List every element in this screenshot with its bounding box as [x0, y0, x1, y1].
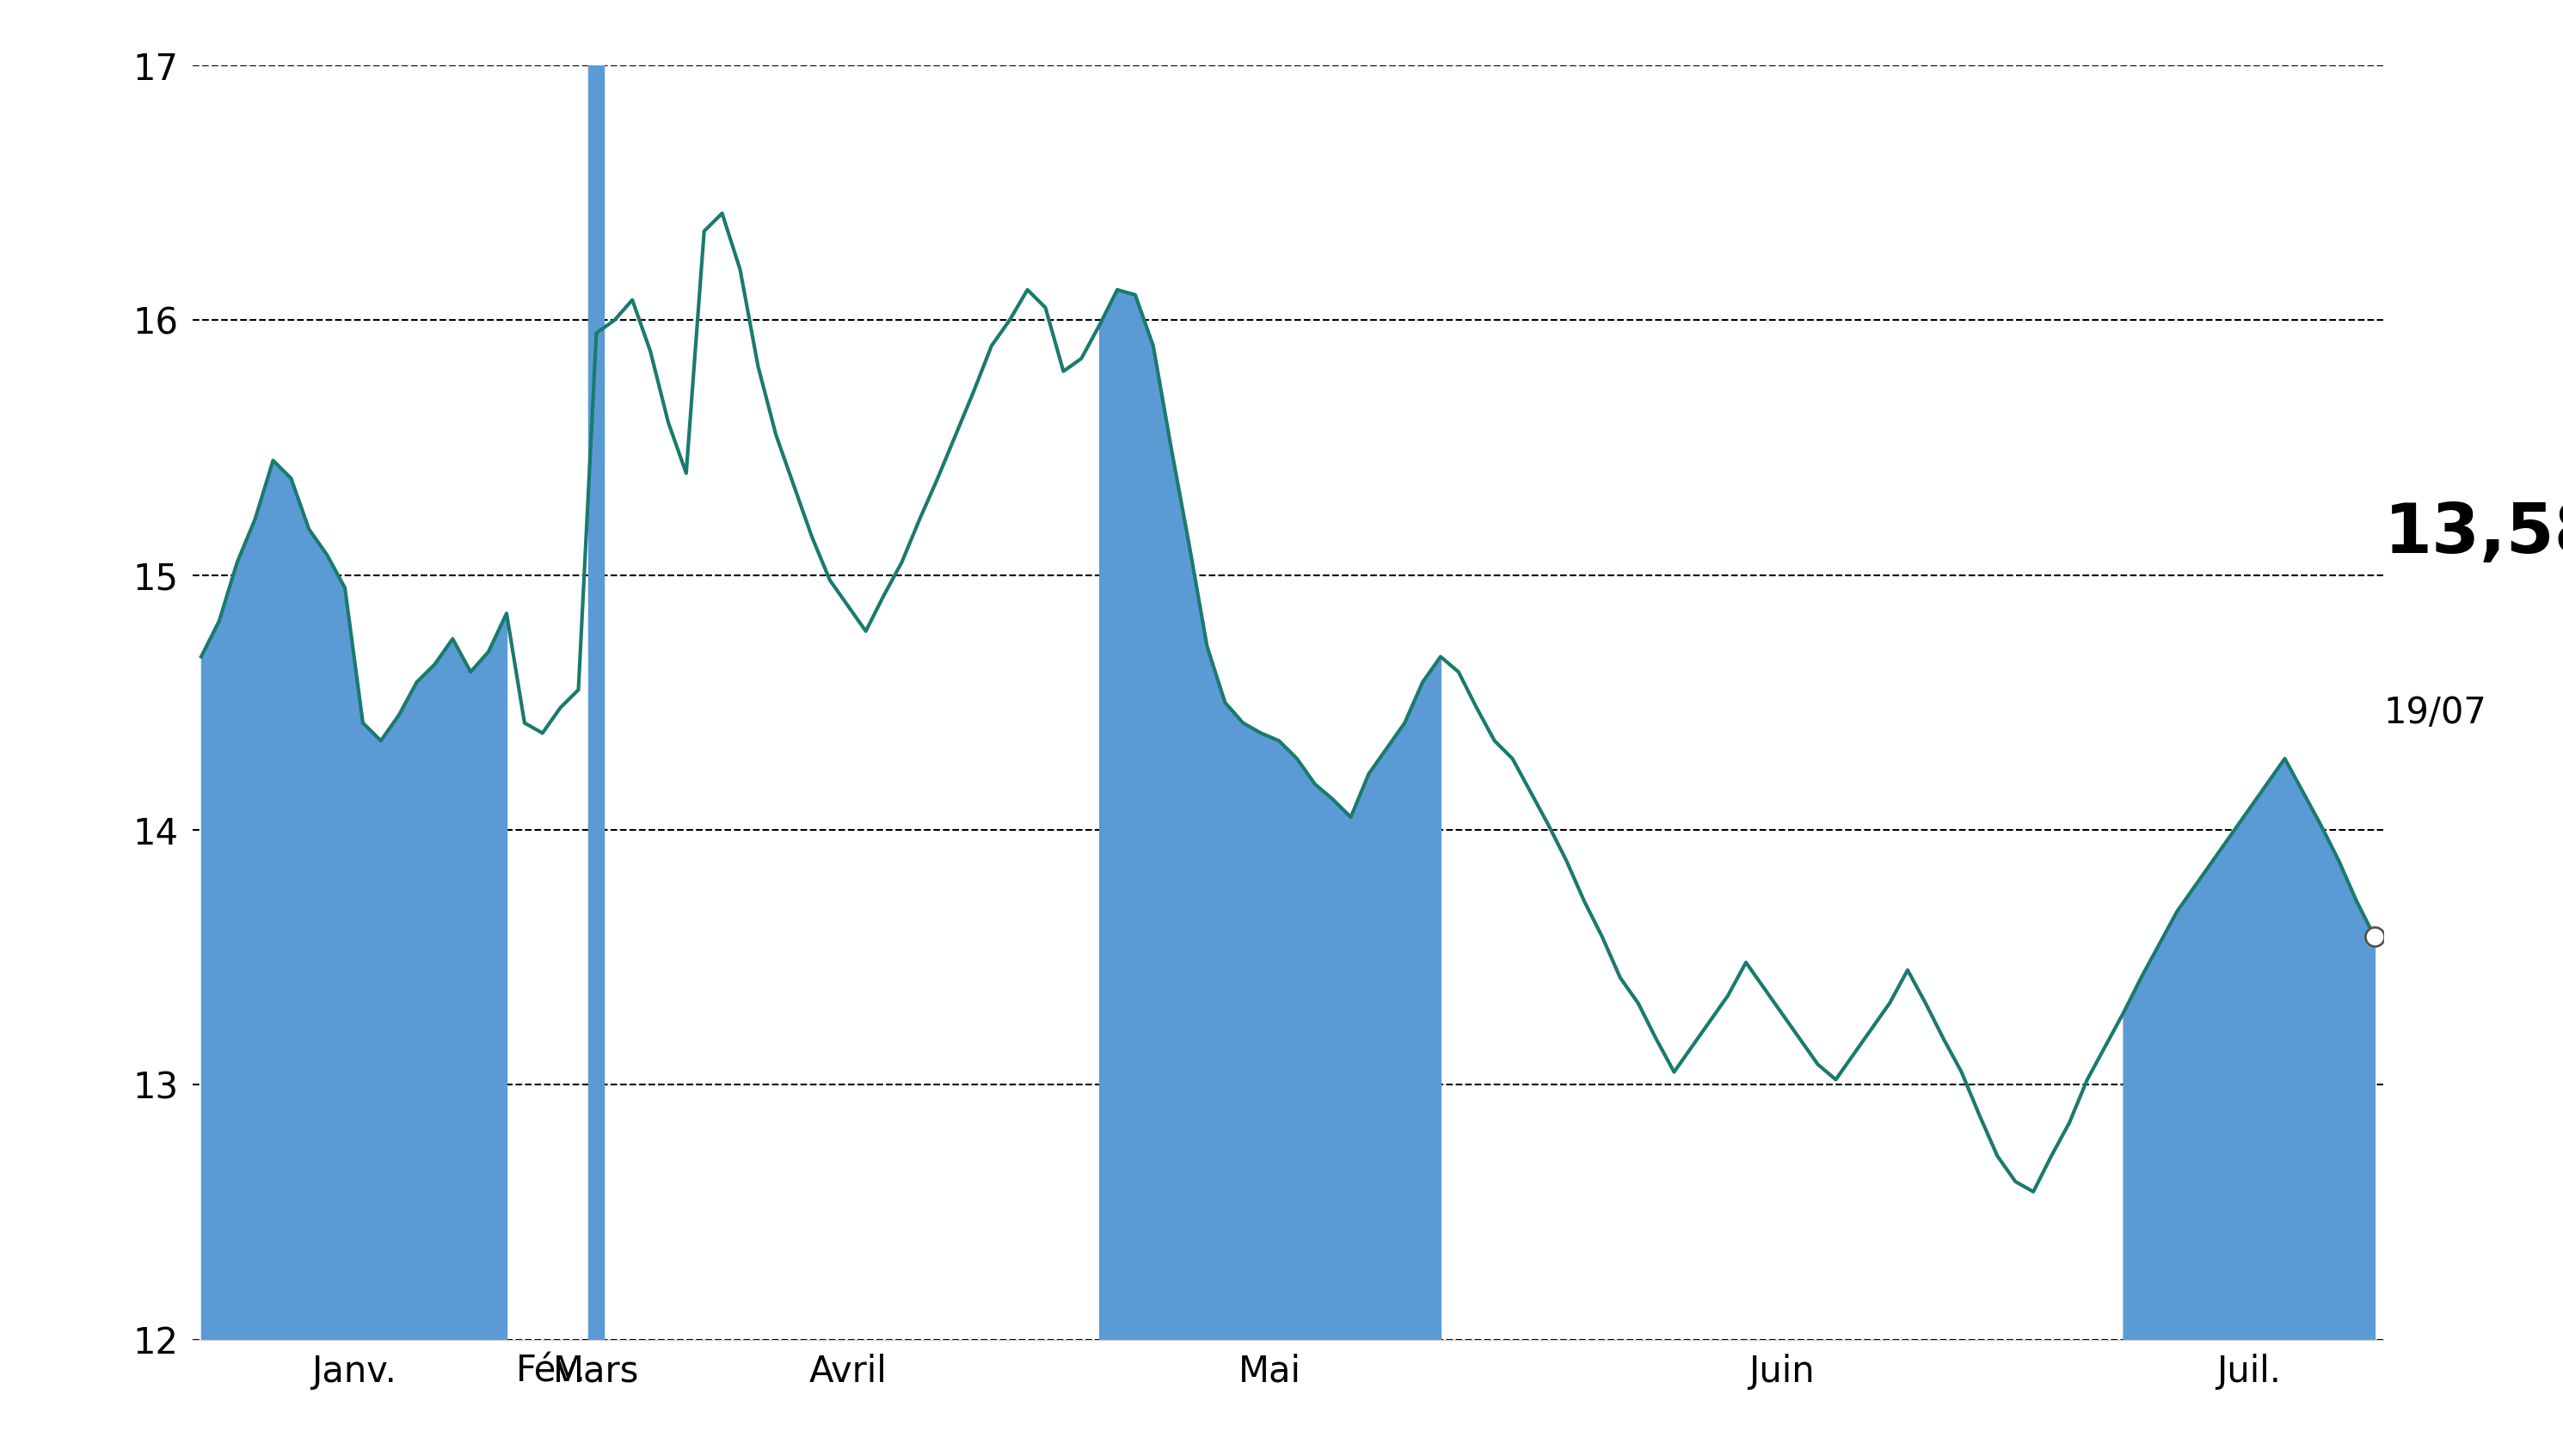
Text: 13,58: 13,58	[2384, 501, 2563, 568]
Text: Burford Capital Limited: Burford Capital Limited	[746, 15, 1817, 95]
Text: 19/07: 19/07	[2384, 695, 2486, 731]
